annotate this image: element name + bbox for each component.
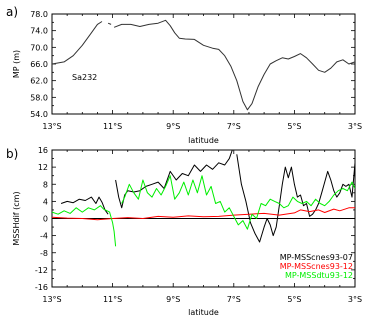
x-tick-label: 9°S [166, 295, 180, 304]
series-line [121, 175, 355, 230]
y-tick-label: 78.0 [30, 10, 48, 19]
y-tick-label: 4 [43, 197, 48, 206]
legend-entry: MP-MSScnes93-07 [280, 253, 353, 262]
legend-entry: MP-MSSdtu93-12 [285, 271, 353, 280]
y-tick-label: -8 [40, 249, 48, 258]
panel-label: b) [6, 147, 18, 161]
y-tick-label: 62.0 [30, 77, 48, 86]
y-tick-label: 58.0 [30, 93, 48, 102]
series-mp-mssdtu93-12 [52, 175, 355, 247]
annotation: Sa232 [72, 73, 97, 82]
y-tick-label: 12 [38, 163, 48, 172]
y-tick-label: 0 [43, 215, 48, 224]
x-tick-label: 7°S [227, 122, 241, 131]
x-tick-label: 3°S [348, 122, 362, 131]
plot-frame [51, 13, 356, 115]
y-tick-label: -12 [35, 266, 48, 275]
series-line [52, 207, 355, 221]
series-line [52, 19, 355, 111]
y-tick-label: -4 [40, 232, 48, 241]
series-mp-msscnes93-12 [52, 207, 355, 221]
y-tick-label: 54.0 [30, 110, 48, 119]
x-tick-label: 9°S [166, 122, 180, 131]
series-line [236, 154, 355, 243]
series-mp-msscnes93-07 [60, 150, 355, 243]
y-tick-label: -16 [35, 283, 48, 292]
x-axis-title: latitude [188, 308, 219, 317]
y-tick-label: 8 [43, 180, 48, 189]
x-axis-title: latitude [188, 136, 219, 145]
series-line [107, 22, 112, 25]
y-axis-title: MSSHdif (cm) [12, 191, 21, 245]
x-tick-label: 13°S [42, 122, 61, 131]
x-tick-label: 5°S [287, 122, 301, 131]
series-line [52, 21, 103, 65]
y-tick-label: 66.0 [30, 60, 48, 69]
panel-b: b) -16 -12 -8 -4 0 4 8 12 16 13°S 11°S 9°S 7°S 5°S 3°S l… [6, 146, 362, 317]
series-line [52, 205, 117, 247]
legend-entry: MP-MSScnes93-12 [280, 262, 353, 271]
series-line [60, 196, 109, 215]
x-tick-label: 11°S [103, 122, 122, 131]
y-tick-label: 70.0 [30, 43, 48, 52]
y-axis-title: MP (m) [12, 50, 21, 78]
x-tick-label: 5°S [287, 295, 301, 304]
x-tick-label: 13°S [42, 295, 61, 304]
panel-a: a) 54.0 58.0 62.0 66.0 70.0 74.0 78.0 13°S 11°S 9°… [6, 5, 362, 145]
panel-label: a) [6, 5, 18, 19]
y-tick-label: 74.0 [30, 27, 48, 36]
x-tick-label: 11°S [103, 295, 122, 304]
x-tick-label: 3°S [348, 295, 362, 304]
y-tick-label: 16 [38, 146, 48, 155]
series-line [113, 19, 355, 111]
x-tick-label: 7°S [227, 295, 241, 304]
